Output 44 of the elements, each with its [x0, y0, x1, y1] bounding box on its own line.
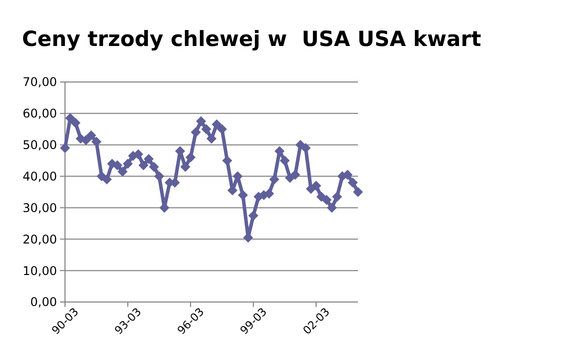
point [326, 202, 337, 213]
point [154, 171, 164, 182]
point [322, 194, 332, 205]
point [248, 210, 258, 221]
point [118, 166, 128, 177]
point [70, 118, 80, 128]
point [65, 113, 76, 124]
point [186, 152, 196, 162]
point [91, 136, 102, 147]
point [290, 170, 300, 180]
point [311, 180, 322, 191]
y-tick-label: 60,00 [22, 106, 57, 121]
point [148, 162, 159, 172]
point [342, 170, 353, 180]
point [201, 124, 212, 134]
y-tick-label: 70,00 [22, 75, 57, 90]
point [348, 178, 358, 188]
point [216, 124, 227, 134]
y-tick-label: 50,00 [22, 138, 57, 152]
y-tick-label: 20,00 [22, 232, 57, 246]
point [133, 149, 144, 160]
y-tick-label: 10,00 [22, 264, 57, 278]
y-tick-label: 40,00 [22, 169, 57, 184]
point [206, 134, 216, 144]
point [122, 158, 133, 169]
point [269, 174, 280, 184]
point [280, 156, 290, 166]
point [180, 162, 190, 172]
point [102, 174, 112, 184]
point [264, 188, 274, 199]
point [222, 156, 232, 166]
point [332, 192, 342, 202]
point [300, 143, 311, 153]
point [86, 130, 96, 140]
point [138, 160, 148, 170]
chart-title: Ceny trzody chlewej w USA USA kwart [22, 27, 482, 51]
point [196, 116, 206, 126]
point [212, 119, 222, 130]
point [238, 190, 248, 200]
point [144, 154, 154, 164]
y-tick-label: 0,00 [30, 295, 57, 310]
point [190, 127, 201, 138]
point [353, 187, 363, 197]
y-tick-label: 30,00 [22, 200, 57, 215]
